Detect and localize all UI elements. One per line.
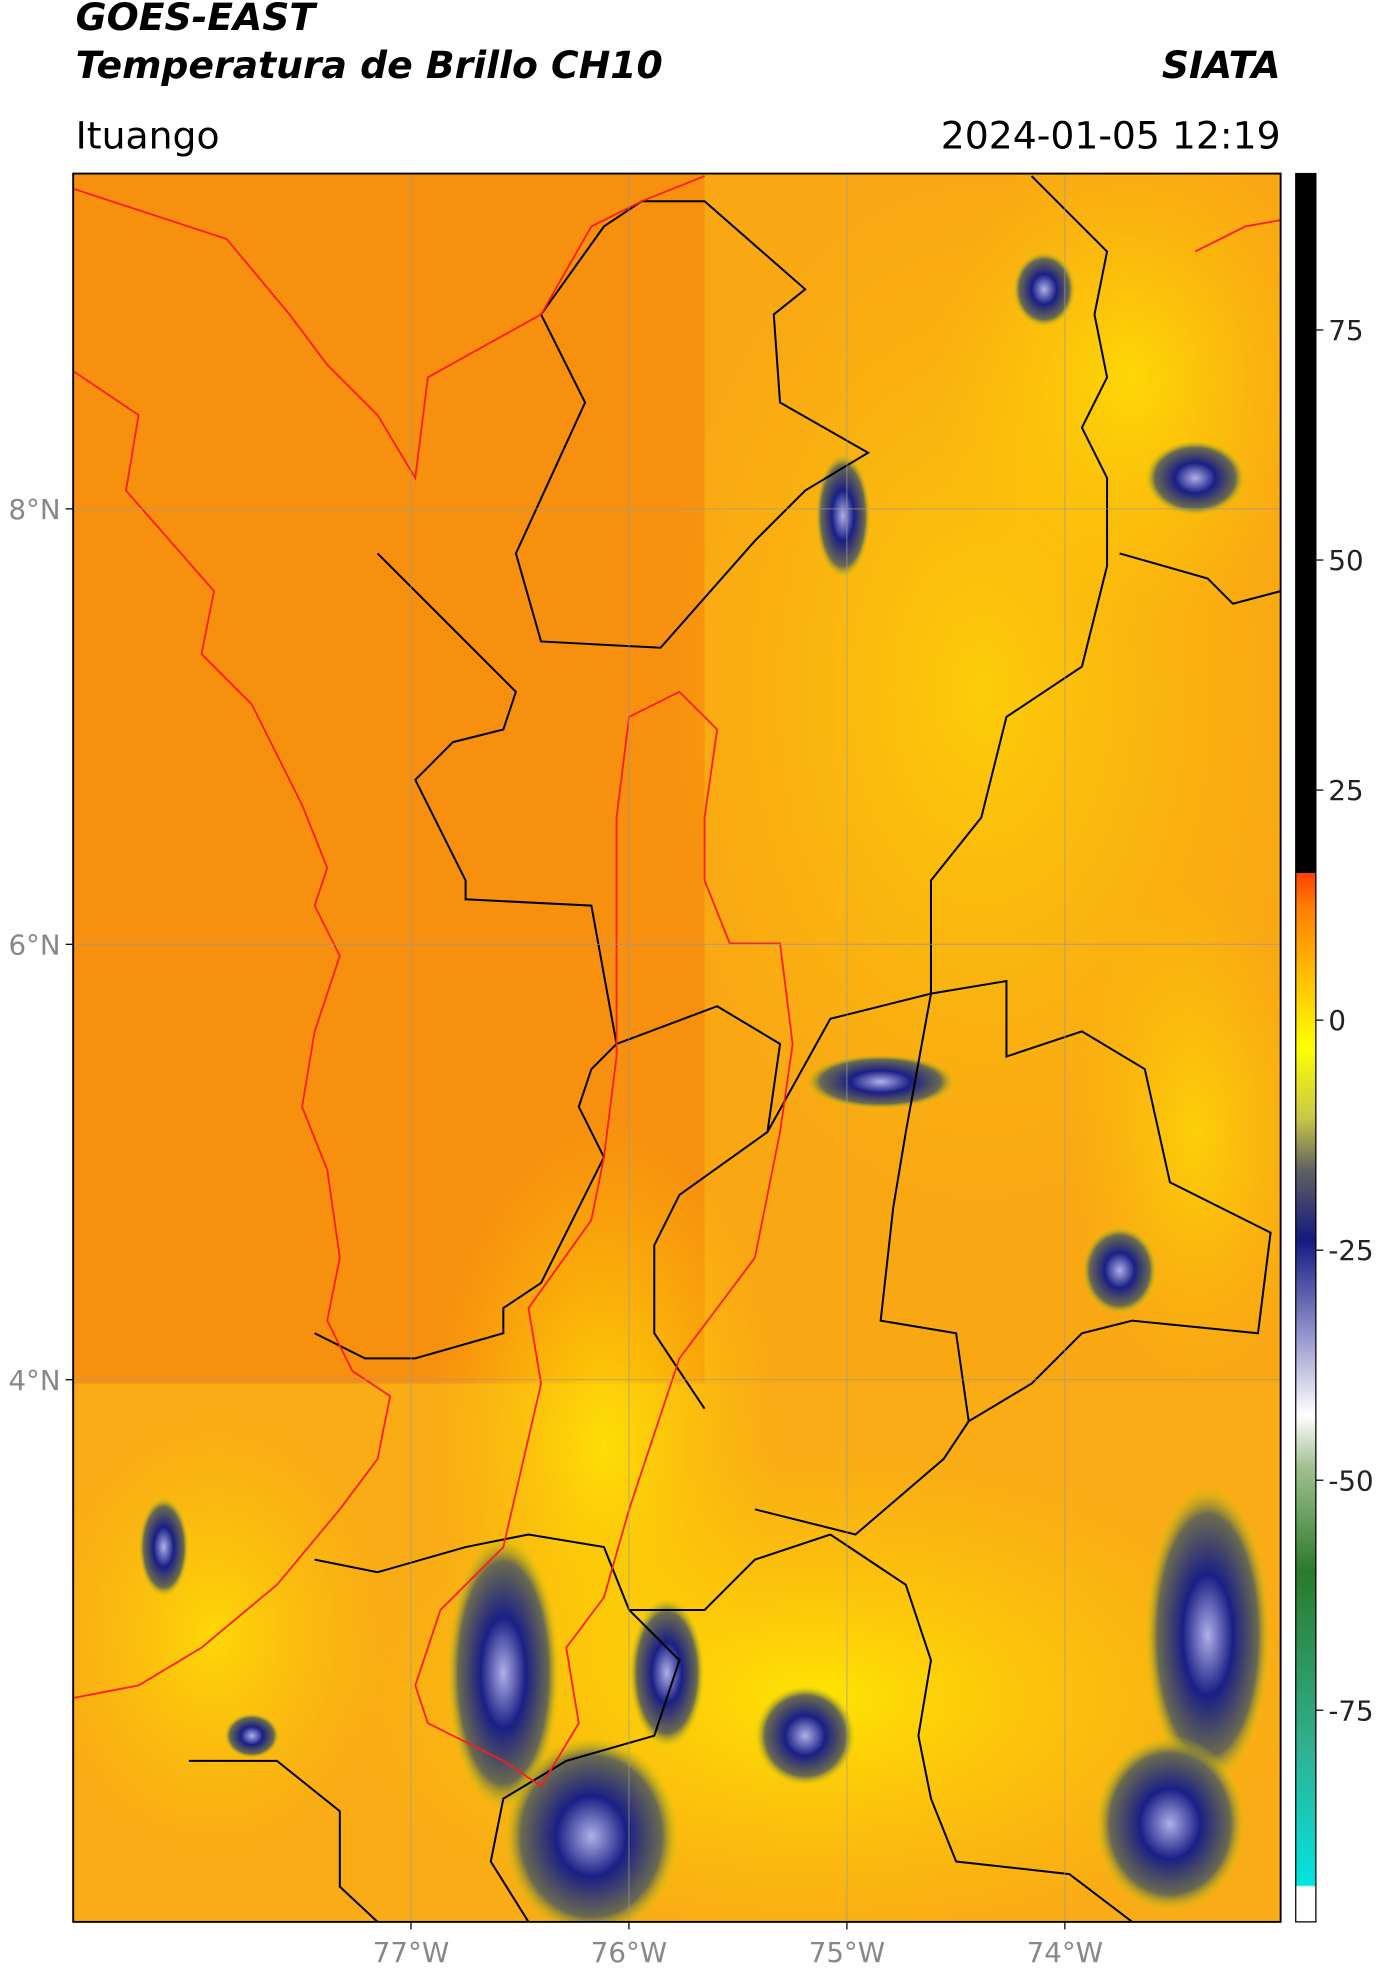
title: GOES-EAST xyxy=(76,0,319,39)
lon-tick-label: 76°W xyxy=(591,1936,667,1969)
subtitle: Temperatura de Brillo CH10 xyxy=(76,43,663,87)
region: Ituango xyxy=(76,113,220,157)
colorbar-tick-label: -75 xyxy=(1328,1694,1373,1727)
lon-tick-label: 77°W xyxy=(373,1936,449,1969)
lon-tick-label: 74°W xyxy=(1027,1936,1103,1969)
colorbar-tick-label: -50 xyxy=(1328,1464,1373,1497)
lon-tick-label: 75°W xyxy=(809,1936,885,1969)
lat-tick-label: 4°N xyxy=(8,1364,60,1397)
graticule xyxy=(73,173,1281,1922)
lat-tick-label: 6°N xyxy=(8,928,60,961)
datetime: 2024-01-05 12:19 xyxy=(941,113,1281,157)
colorbar-tick-label: 25 xyxy=(1328,774,1363,807)
brand: SIATA xyxy=(1162,43,1281,87)
lat-tick-label: 8°N xyxy=(8,493,60,526)
map-image xyxy=(73,173,1281,1922)
colorbar-tick-label: -25 xyxy=(1328,1234,1373,1267)
map-frame xyxy=(72,172,1282,1923)
colorbar-tick-label: 75 xyxy=(1328,314,1363,347)
colorbar-tick-label: 0 xyxy=(1328,1004,1346,1037)
colorbar-tick-label: 50 xyxy=(1328,544,1363,577)
colorbar xyxy=(1295,172,1317,1923)
